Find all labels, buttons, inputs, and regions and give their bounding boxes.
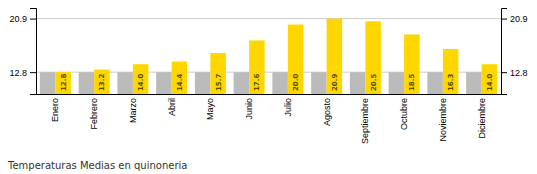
bars: [40, 19, 497, 94]
data-label: 18.5: [408, 74, 416, 91]
plot: 12.8 13.2 14.0 14.4 15.7 17.6 20.0 20.9 20.5 18.5…: [9, 9, 527, 145]
data-label: 12.8: [60, 74, 68, 91]
bar: [365, 21, 381, 94]
tick: Noviembre: [438, 98, 448, 142]
x-axis: Enero Febrero Marzo Abril Mayo Junio Julio Agos…: [37, 95, 502, 145]
tick: Septiembre: [360, 98, 370, 144]
bar: [443, 49, 459, 94]
bar: [350, 72, 366, 94]
data-label: 20.5: [370, 74, 378, 91]
tick-mark: [501, 19, 507, 20]
tick-label: Enero: [50, 98, 60, 122]
tick-mark: [30, 19, 36, 20]
tick-label: Julio: [283, 98, 293, 117]
data-label: 20.0: [292, 74, 300, 91]
bar: [389, 72, 405, 94]
tick: 12.8: [9, 68, 36, 78]
tick-mark: [30, 72, 36, 73]
axis-line: [502, 9, 508, 95]
chart: 12.8 13.2 14.0 14.4 15.7 17.6 20.0 20.9 20.5 18.5…: [0, 0, 537, 174]
data-label: 14.0: [486, 74, 494, 91]
bar: [195, 72, 211, 94]
tick-label: Octubre: [399, 98, 409, 130]
tick: 12.8: [501, 68, 528, 78]
data-label: 20.9: [331, 74, 339, 91]
tick-label: Febrero: [89, 98, 99, 130]
y2-axis: 12.8 20.9: [501, 9, 528, 95]
bar: [466, 72, 482, 94]
tick: Julio: [283, 98, 293, 117]
tick: Diciembre: [477, 98, 487, 139]
data-label: 16.3: [447, 74, 455, 91]
bar: [133, 64, 149, 94]
bar: [210, 53, 226, 94]
grid-line: [36, 18, 501, 19]
tick-label: Abril: [167, 98, 177, 116]
bar: [272, 72, 288, 94]
tick: Febrero: [89, 98, 99, 130]
data-labels: 12.8 13.2 14.0 14.4 15.7 17.6 20.0 20.9 20.5 18.5…: [60, 74, 494, 91]
grid: [36, 19, 501, 73]
tick: Octubre: [399, 98, 409, 130]
bar: [404, 34, 420, 94]
data-label: 15.7: [215, 74, 223, 91]
tick: Enero: [50, 98, 60, 122]
tick-label: 20.9: [9, 14, 27, 24]
tick-label: Mayo: [205, 98, 215, 120]
tick: Abril: [167, 98, 177, 116]
bar: [117, 72, 133, 94]
tick: 20.9: [501, 14, 528, 24]
tick-mark: [501, 72, 507, 73]
tick-label: Septiembre: [360, 98, 370, 144]
axis-line: [30, 9, 37, 95]
data-label: 13.2: [98, 74, 106, 91]
tick: Marzo: [128, 98, 138, 123]
bar: [327, 19, 343, 94]
data-label: 14.0: [137, 74, 145, 91]
tick-label: 12.8: [510, 68, 528, 78]
tick-label: Junio: [244, 98, 254, 120]
y-axis: 12.8 20.9: [9, 9, 36, 95]
bar: [288, 25, 304, 94]
tick: Mayo: [205, 98, 215, 120]
bar: [156, 72, 172, 94]
bar: [94, 70, 110, 94]
tick: Junio: [244, 98, 254, 120]
tick: 20.9: [9, 14, 36, 24]
tick: Agosto: [322, 98, 332, 126]
bar: [40, 72, 56, 94]
data-label: 14.4: [176, 74, 184, 91]
tick-label: 20.9: [510, 14, 528, 24]
bar: [55, 72, 71, 94]
bar: [172, 62, 188, 94]
tick-label: 12.8: [9, 68, 27, 78]
title: Temperaturas Medias en quinoneria: [7, 160, 187, 171]
bar: [427, 72, 443, 94]
tick-label: Agosto: [322, 98, 332, 126]
tick-label: Noviembre: [438, 98, 448, 142]
bar: [79, 72, 95, 94]
tick-label: Marzo: [128, 98, 138, 123]
bar: [482, 64, 498, 94]
axis-line: [37, 94, 502, 95]
bar: [249, 40, 265, 94]
tick-label: Diciembre: [477, 98, 487, 139]
bar: [311, 72, 327, 94]
data-label: 17.6: [253, 74, 261, 91]
bar: [234, 72, 250, 94]
